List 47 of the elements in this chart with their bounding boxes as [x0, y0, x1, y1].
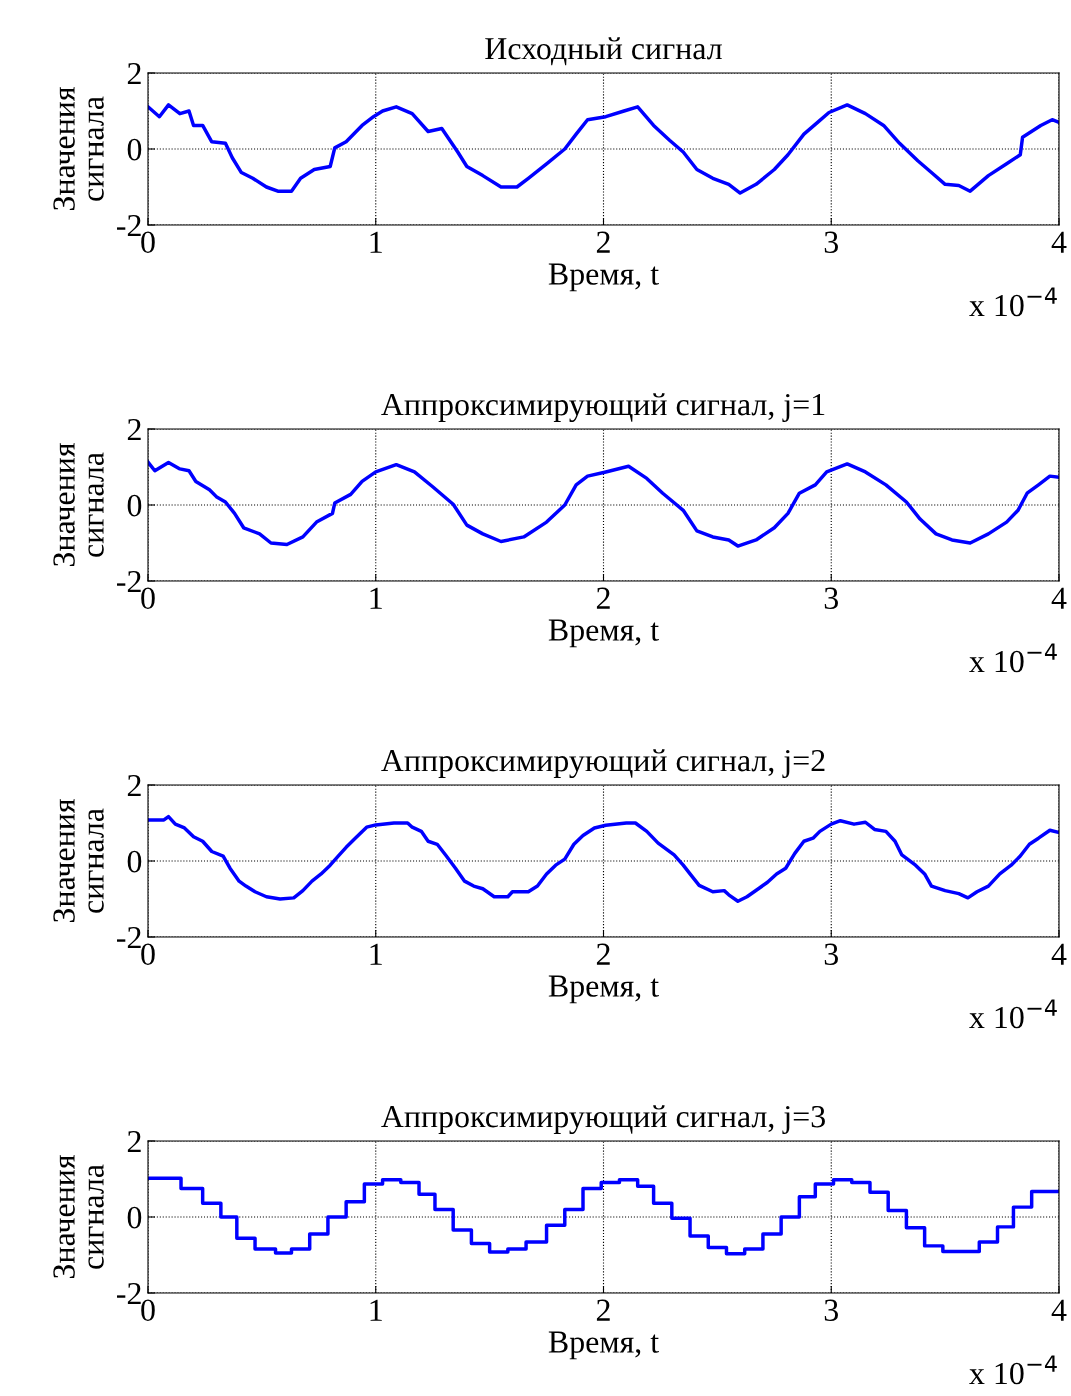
text: x 10$^{−4}$ [969, 643, 1057, 673]
x-tick-label: 2 [596, 943, 610, 965]
x-axis-title: Время, t [548, 263, 659, 292]
y-axis-title: Значения сигнала [53, 443, 104, 567]
y-tick-label: -2 [117, 926, 141, 949]
x-tick-label: 4 [1051, 1299, 1067, 1321]
line-series [148, 460, 1059, 548]
y-tick-label: 0 [127, 494, 142, 517]
line-series [148, 103, 1059, 195]
y-tick-label: 2 [127, 774, 141, 797]
text: x 10$^{−4}$ [969, 999, 1057, 1029]
x-tick-label: 4 [1051, 943, 1067, 965]
x-tick-label: 1 [370, 943, 382, 965]
chart-title: Аппроксимирующий сигнал, j=3 [381, 1105, 825, 1134]
x-tick-label: 3 [824, 231, 838, 254]
chart-title: Аппроксимирующий сигнал, j=2 [381, 749, 825, 778]
x-axis-title: Время, t [548, 1331, 659, 1360]
y-tick-label: 2 [127, 418, 141, 441]
text: x 10$^{−4}$ [969, 1355, 1057, 1385]
y-tick-label: -2 [117, 570, 141, 593]
chart-title: Аппроксимирующий сигнал, j=1 [381, 393, 825, 422]
x-tick-label: 1 [370, 1299, 382, 1321]
x-tick-label: 3 [824, 943, 838, 966]
y-axis-title: Значения сигнала [53, 799, 104, 923]
y-axis-title: Значения сигнала [53, 87, 104, 211]
x-axis-title: Время, t [548, 975, 659, 1004]
x-tick-label: 1 [370, 587, 382, 609]
y-tick-label: 2 [127, 1130, 141, 1153]
chart-title: Исходный сигнал [485, 37, 722, 66]
x-tick-label: 4 [1051, 231, 1067, 253]
x-axis-title: Время, t [548, 619, 659, 648]
y-tick-label: -2 [117, 214, 141, 237]
x-tick-label: 3 [824, 587, 838, 610]
x-tick-label: 4 [1051, 587, 1067, 609]
y-tick-label: 0 [127, 850, 142, 873]
x-tick-label: 2 [596, 231, 610, 253]
x-tick-label: 3 [824, 1299, 838, 1322]
x-tick-label: 1 [370, 231, 382, 253]
y-tick-label: 0 [127, 138, 142, 161]
line-series [148, 814, 1059, 904]
x-tick-label: 2 [596, 1299, 610, 1321]
y-tick-label: 0 [127, 1206, 142, 1229]
text: x 10$^{−4}$ [969, 287, 1057, 317]
y-tick-label: -2 [117, 1282, 141, 1305]
y-tick-label: 2 [127, 62, 141, 85]
y-axis-title: Значения сигнала [53, 1155, 104, 1279]
x-tick-label: 2 [596, 587, 610, 609]
